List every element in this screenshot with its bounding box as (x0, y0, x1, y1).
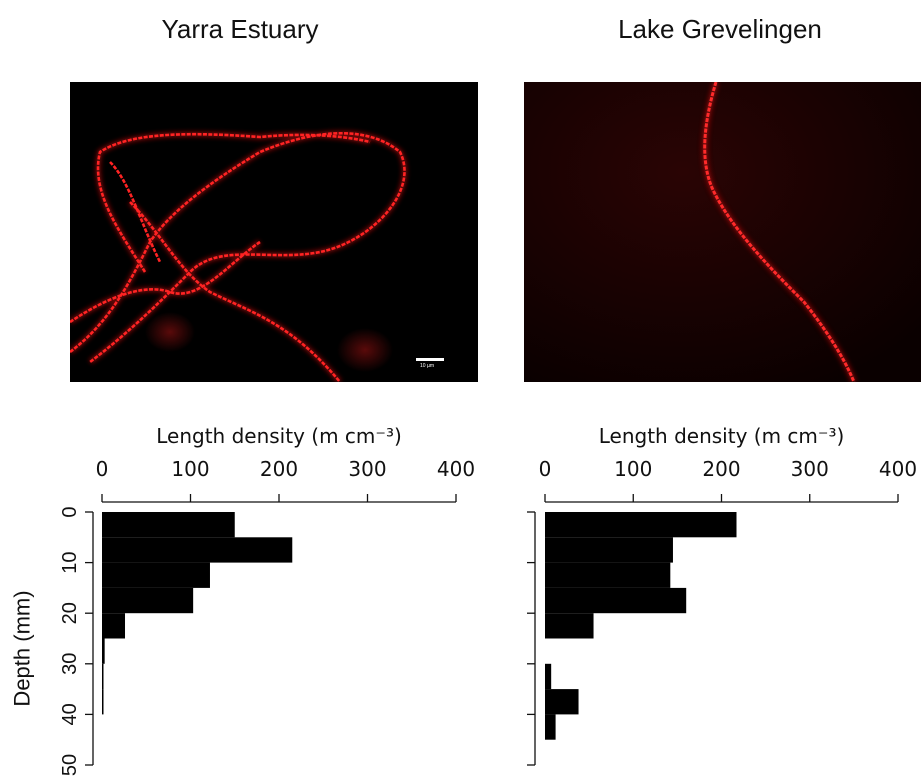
x-tick-label: 100 (614, 457, 652, 481)
x-tick-label: 200 (702, 457, 740, 481)
panel-title-yarra-estuary: Yarra Estuary (161, 14, 319, 44)
bar (545, 613, 594, 639)
bar (102, 562, 210, 588)
bar (102, 613, 126, 639)
x-tick-label: 0 (539, 457, 552, 481)
bar (545, 663, 552, 690)
filament-image-left (70, 130, 444, 382)
x-tick-label: 300 (348, 457, 386, 481)
bar (545, 689, 579, 715)
bar (545, 512, 737, 538)
bar (545, 537, 673, 563)
y-tick-label: 20 (59, 602, 81, 624)
scale-bar-label: 10 µm (420, 363, 434, 369)
y-tick-label: 10 (59, 551, 81, 573)
x-tick-label: 300 (791, 457, 829, 481)
filament-image-right (524, 82, 921, 382)
x-axis-label: Length density (m cm⁻³) (599, 424, 845, 448)
panel-title-lake-grevelingen: Lake Grevelingen (618, 14, 822, 44)
bar (102, 689, 104, 715)
y-tick-label: 40 (59, 703, 81, 725)
bar (102, 663, 104, 690)
filament-path (70, 240, 261, 324)
bar (545, 587, 687, 614)
bar (102, 537, 293, 563)
y-tick-label: 30 (59, 653, 81, 675)
bar (102, 512, 235, 538)
filament-path (129, 201, 341, 382)
micrograph-lake-grevelingen (524, 82, 921, 382)
bar (545, 714, 556, 740)
y-tick-label: 0 (59, 506, 81, 517)
micrograph-yarra-estuary: 10 µm (70, 82, 478, 382)
bar (545, 562, 671, 588)
y-axis-label: Depth (mm) (10, 590, 35, 706)
filament-path (109, 161, 162, 263)
y-tick-label: 50 (59, 754, 81, 776)
x-tick-label: 200 (260, 457, 298, 481)
x-tick-label: 400 (879, 457, 917, 481)
x-axis-label: Length density (m cm⁻³) (156, 424, 402, 448)
bar (102, 638, 105, 664)
scale-bar (416, 358, 444, 361)
x-tick-label: 400 (437, 457, 475, 481)
bar (102, 587, 194, 614)
filament-path (703, 82, 856, 382)
x-tick-label: 100 (171, 457, 209, 481)
x-tick-label: 0 (96, 457, 109, 481)
